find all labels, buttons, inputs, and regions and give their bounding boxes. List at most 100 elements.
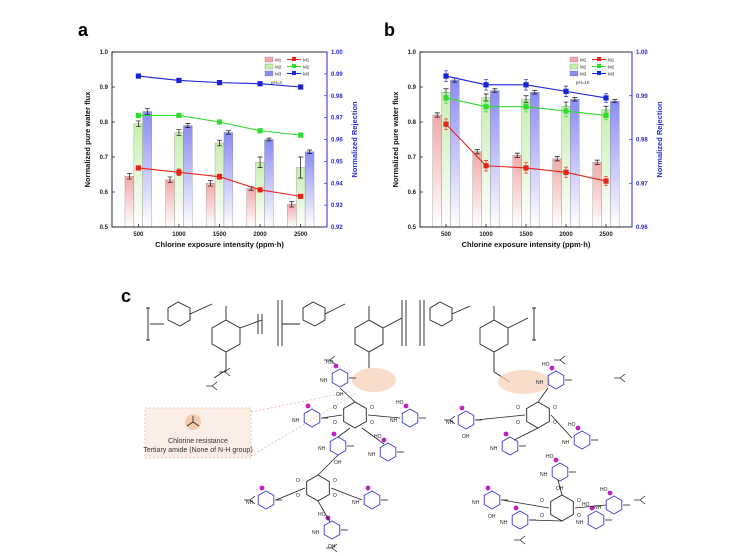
x-tick-label: 2000: [559, 232, 573, 238]
atom-label: O: [333, 478, 337, 484]
data-point: [257, 128, 263, 134]
y-axis-title: Normalized pure water flux: [83, 91, 92, 188]
atom-label: O: [540, 513, 544, 519]
data-point: [216, 174, 223, 180]
terminal-group: [219, 367, 231, 377]
bar-error: [144, 108, 150, 115]
tertiary-amide-highlight: [352, 368, 396, 392]
atom-label: O: [370, 420, 374, 426]
atom-label: OH: [334, 460, 342, 466]
bar: [264, 139, 274, 228]
network-bond: [367, 414, 401, 419]
x-tick-label: 500: [133, 232, 144, 238]
atom-label: O: [540, 498, 544, 504]
data-point: [443, 121, 449, 127]
chart-panel-a: a 0.5 0.6 0.7 0.8 0.9 1.0 0.92 0.93 0.94 0.95 0.96 0…: [78, 20, 359, 249]
network-bond: [339, 387, 356, 403]
atom-label: HO: [326, 360, 334, 366]
bar: [214, 142, 225, 228]
bar: [570, 99, 580, 228]
atom-label: O: [333, 420, 337, 426]
network-bond: [537, 387, 549, 403]
legend-label: M1: [608, 58, 615, 63]
bar: [450, 79, 460, 228]
data-point: [298, 132, 304, 138]
data-point: [483, 82, 489, 88]
aryl-ring: [483, 490, 501, 510]
y-tick-label: 0.5: [100, 225, 109, 231]
atom-label: NH: [594, 505, 602, 511]
aryl-ring: [329, 436, 347, 456]
callout-title: Chlorine resistance: [168, 438, 228, 445]
y-tick-label: 0.7: [408, 155, 417, 161]
network-bond: [275, 487, 306, 501]
y-tick-label: 1.0: [100, 50, 109, 56]
network-bond: [361, 427, 385, 445]
legend-marker: [292, 71, 296, 75]
legend-label: M3: [608, 72, 615, 77]
atom-label: HO: [396, 400, 404, 406]
data-point: [257, 187, 263, 193]
terminal-group: [514, 535, 526, 545]
network-bond: [501, 499, 550, 509]
legend-label: M1: [303, 58, 310, 63]
aryl-ring: [511, 510, 529, 530]
x-tick-label: 1500: [519, 232, 533, 238]
legend-label: M2: [608, 65, 615, 70]
legend-label: M3: [275, 72, 282, 77]
y-tick-label: 0.5: [408, 225, 417, 231]
data-point: [298, 193, 304, 199]
bar-error: [492, 88, 498, 93]
bar-error: [298, 156, 304, 179]
atom-label: O: [553, 405, 557, 411]
sulfonate-group: [575, 425, 581, 431]
panel-letter: b: [384, 20, 395, 40]
data-point: [483, 163, 489, 169]
bar-error: [434, 112, 440, 118]
y2-tick-label: 1.00: [636, 50, 648, 56]
x-tick-label: 1000: [479, 232, 493, 238]
chemical-structure-panel: c: [121, 286, 646, 553]
atom-label: O: [333, 405, 337, 411]
network-bond: [317, 500, 331, 523]
aryl-ring: [331, 368, 349, 388]
y-tick-label: 0.6: [408, 190, 417, 196]
y-tick-label: 0.8: [408, 120, 417, 126]
atom-label: OH: [462, 434, 470, 440]
atom-label: OH: [488, 514, 496, 520]
atom-label: O: [516, 420, 520, 426]
bar-error: [126, 173, 132, 180]
aryl-ring: [587, 510, 605, 530]
legend-swatch: [569, 70, 579, 77]
atom-label: OH: [328, 544, 336, 550]
terminal-group: [324, 355, 336, 365]
bar-error: [572, 97, 578, 102]
data-point: [483, 104, 489, 110]
y-axis-title: Normalized pure water flux: [391, 91, 400, 188]
series-line: [138, 114, 301, 136]
aryl-ring: [379, 442, 397, 462]
atom-label: O: [296, 493, 300, 499]
bar-error: [307, 149, 313, 154]
legend-label: M2: [275, 65, 282, 70]
bar: [601, 109, 611, 228]
legend-marker: [597, 71, 601, 75]
legend-marker: [292, 64, 296, 68]
legend-swatch: [264, 70, 274, 77]
data-point: [135, 165, 141, 171]
aryl-ring: [401, 408, 419, 428]
legend: M1 M1 M2 M2 M3 M3 pH=10: [569, 56, 615, 85]
bar: [246, 188, 256, 228]
data-point: [603, 112, 609, 119]
data-point: [257, 81, 263, 87]
atom-label: OH: [336, 392, 344, 398]
atom-label: O: [553, 420, 557, 426]
atom-label: NH: [390, 418, 398, 424]
data-point: [443, 95, 449, 101]
data-point: [603, 178, 609, 184]
bar: [124, 176, 135, 228]
core-ring: [550, 494, 574, 522]
core-ring: [343, 401, 367, 429]
bar: [304, 151, 315, 228]
sulfonate-group: [607, 490, 613, 496]
